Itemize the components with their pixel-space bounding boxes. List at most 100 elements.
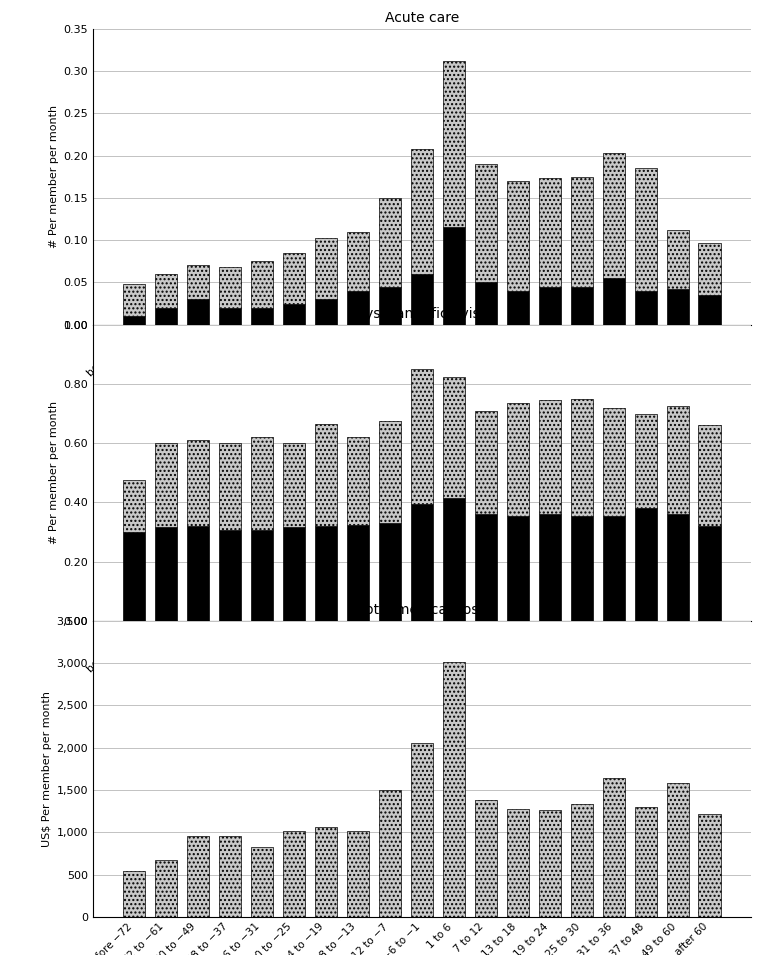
Bar: [283, 443, 305, 527]
Bar: [539, 286, 561, 325]
Bar: [474, 800, 497, 917]
Bar: [443, 227, 465, 325]
Bar: [123, 871, 146, 917]
Bar: [602, 278, 625, 325]
Bar: [283, 253, 305, 304]
Bar: [635, 414, 657, 508]
Bar: [155, 274, 177, 308]
Bar: [474, 283, 497, 325]
Bar: [315, 239, 337, 299]
Bar: [187, 299, 209, 325]
Bar: [187, 526, 209, 621]
Bar: [474, 164, 497, 283]
Bar: [698, 243, 721, 295]
Bar: [123, 316, 146, 325]
Legend: Primary care physician, Specialist: Primary care physician, Specialist: [288, 810, 556, 833]
Bar: [378, 421, 401, 523]
Bar: [570, 177, 593, 286]
Bar: [251, 437, 273, 530]
Bar: [570, 804, 593, 917]
Bar: [698, 295, 721, 325]
Legend: Acute inpatient admits, Emergency department visits: Acute inpatient admits, Emergency depart…: [229, 514, 615, 537]
Bar: [570, 399, 593, 516]
Bar: [347, 291, 369, 325]
Bar: [539, 179, 561, 286]
Bar: [602, 516, 625, 621]
Bar: [315, 526, 337, 621]
Bar: [635, 168, 657, 291]
Bar: [698, 526, 721, 621]
Title: Acute care: Acute care: [385, 11, 459, 25]
Bar: [698, 815, 721, 917]
Bar: [123, 480, 146, 532]
Bar: [155, 308, 177, 325]
Bar: [666, 783, 689, 917]
Bar: [507, 516, 529, 621]
Bar: [378, 286, 401, 325]
Bar: [443, 61, 465, 227]
Bar: [251, 262, 273, 308]
Bar: [378, 523, 401, 621]
Bar: [155, 443, 177, 527]
Bar: [378, 790, 401, 917]
Bar: [378, 198, 401, 286]
Bar: [123, 284, 146, 316]
Bar: [411, 149, 433, 274]
Bar: [570, 516, 593, 621]
Bar: [155, 860, 177, 917]
Bar: [411, 743, 433, 917]
Bar: [507, 810, 529, 917]
Bar: [666, 289, 689, 325]
Bar: [666, 514, 689, 621]
Y-axis label: # Per member per month: # Per member per month: [49, 401, 59, 544]
Bar: [602, 408, 625, 516]
Y-axis label: US$ Per member per month: US$ Per member per month: [43, 690, 52, 847]
Y-axis label: # Per member per month: # Per member per month: [49, 105, 59, 248]
Bar: [251, 530, 273, 621]
Bar: [347, 437, 369, 524]
Bar: [443, 498, 465, 621]
Bar: [411, 370, 433, 504]
Bar: [666, 406, 689, 514]
Bar: [474, 411, 497, 514]
Bar: [219, 530, 241, 621]
Bar: [411, 274, 433, 325]
X-axis label: # Months: # Months: [392, 679, 452, 691]
Bar: [219, 836, 241, 917]
Bar: [315, 827, 337, 917]
Bar: [443, 662, 465, 917]
Bar: [539, 810, 561, 917]
Bar: [187, 265, 209, 299]
Bar: [347, 232, 369, 291]
Bar: [635, 807, 657, 917]
Title: Physician office visits: Physician office visits: [348, 307, 496, 321]
Bar: [602, 153, 625, 278]
Bar: [698, 425, 721, 526]
Bar: [219, 267, 241, 308]
Bar: [251, 847, 273, 917]
Bar: [251, 308, 273, 325]
Bar: [283, 304, 305, 325]
Bar: [635, 508, 657, 621]
Bar: [347, 524, 369, 621]
Bar: [507, 403, 529, 516]
Bar: [411, 504, 433, 621]
Bar: [602, 778, 625, 917]
X-axis label: # Months: # Months: [392, 383, 452, 395]
Title: Total medical cost: Total medical cost: [359, 603, 485, 617]
Bar: [539, 514, 561, 621]
Bar: [443, 376, 465, 498]
Bar: [347, 832, 369, 917]
Bar: [666, 230, 689, 289]
Bar: [283, 527, 305, 621]
Bar: [219, 308, 241, 325]
Bar: [507, 291, 529, 325]
Bar: [283, 831, 305, 917]
Bar: [315, 299, 337, 325]
Bar: [187, 440, 209, 526]
Bar: [155, 527, 177, 621]
Bar: [219, 443, 241, 530]
Bar: [123, 532, 146, 621]
Bar: [315, 424, 337, 526]
Bar: [507, 180, 529, 291]
